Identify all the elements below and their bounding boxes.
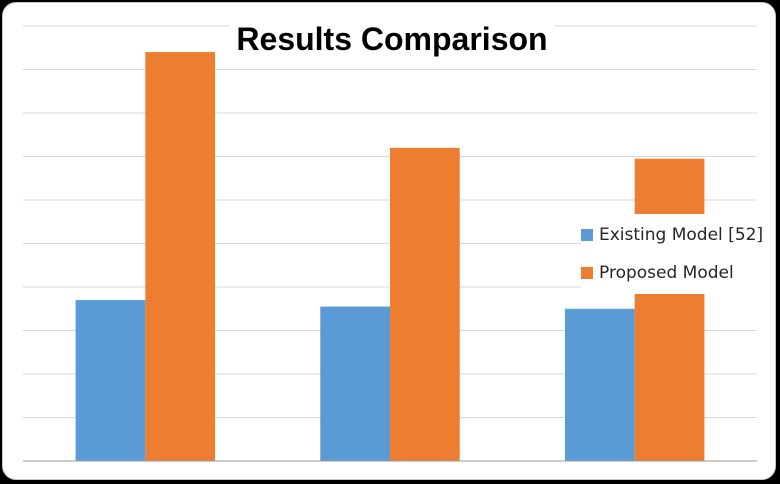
bar-series0-category0: [75, 300, 146, 461]
bar-series1-category0: [145, 52, 216, 461]
legend-item-proposed-model: Proposed Model: [581, 254, 763, 292]
legend-swatch-existing-model: [581, 229, 593, 241]
legend-label-proposed-model: Proposed Model: [599, 263, 734, 283]
chart-plot: [23, 25, 757, 462]
bars: [75, 52, 705, 462]
chart-title: Results Comparison: [3, 21, 775, 58]
legend: Existing Model [52] Proposed Model: [581, 214, 764, 294]
bar-series1-category2: [634, 158, 705, 462]
bar-series0-category1: [320, 306, 390, 461]
chart-title-text: Results Comparison: [230, 21, 554, 57]
bar-series1-category1: [390, 147, 460, 462]
legend-item-existing-model: Existing Model [52]: [581, 216, 763, 254]
bar-series0-category2: [564, 308, 635, 461]
legend-swatch-proposed-model: [581, 267, 593, 279]
legend-label-existing-model: Existing Model [52]: [599, 225, 764, 245]
